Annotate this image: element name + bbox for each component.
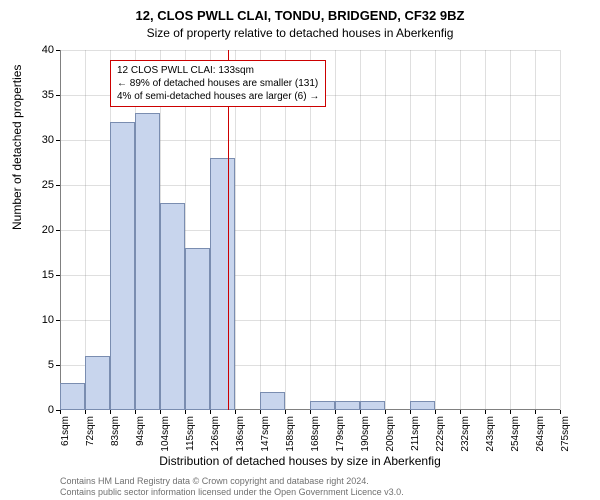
x-tick-label: 61sqm — [60, 416, 71, 446]
x-tick-label: 115sqm — [185, 416, 196, 451]
histogram-bar — [85, 356, 110, 410]
x-tick-label: 72sqm — [85, 416, 96, 446]
x-tick-label: 94sqm — [135, 416, 146, 446]
x-tick-label: 158sqm — [285, 416, 296, 452]
annotation-line1: 12 CLOS PWLL CLAI: 133sqm — [117, 64, 319, 77]
histogram-bar — [310, 401, 335, 410]
y-tick-label: 10 — [42, 314, 60, 326]
y-tick-label: 20 — [42, 224, 60, 236]
footer-line2: Contains public sector information licen… — [60, 487, 404, 498]
x-tick-label: 211sqm — [410, 416, 421, 451]
x-tick-label: 222sqm — [435, 416, 446, 452]
histogram-bar — [160, 203, 185, 410]
histogram-bar — [135, 113, 160, 410]
x-tick-label: 254sqm — [510, 416, 521, 452]
y-tick-label: 25 — [42, 179, 60, 191]
histogram-bar — [335, 401, 360, 410]
y-tick-label: 35 — [42, 89, 60, 101]
x-tick-label: 232sqm — [460, 416, 471, 452]
x-tick-label: 83sqm — [110, 416, 121, 446]
chart-title-address: 12, CLOS PWLL CLAI, TONDU, BRIDGEND, CF3… — [0, 8, 600, 23]
x-tick-label: 147sqm — [260, 416, 271, 452]
x-tick-label: 179sqm — [335, 416, 346, 452]
y-tick-label: 30 — [42, 134, 60, 146]
x-tick-label: 264sqm — [535, 416, 546, 452]
histogram-bar — [260, 392, 285, 410]
histogram-bar — [360, 401, 385, 410]
histogram-bar — [60, 383, 85, 410]
y-tick-label: 15 — [42, 269, 60, 281]
x-tick-label: 243sqm — [485, 416, 496, 452]
footer-line1: Contains HM Land Registry data © Crown c… — [60, 476, 404, 487]
histogram-plot: 051015202530354061sqm72sqm83sqm94sqm104s… — [60, 50, 560, 410]
y-tick-label: 40 — [42, 44, 60, 56]
x-axis-label: Distribution of detached houses by size … — [0, 454, 600, 468]
x-tick-label: 200sqm — [385, 416, 396, 452]
annotation-line3: 4% of semi-detached houses are larger (6… — [117, 90, 319, 103]
x-tick-label: 104sqm — [160, 416, 171, 452]
y-tick-label: 5 — [48, 359, 60, 371]
annotation-box: 12 CLOS PWLL CLAI: 133sqm← 89% of detach… — [110, 60, 326, 107]
histogram-bar — [110, 122, 135, 410]
footer-attribution: Contains HM Land Registry data © Crown c… — [60, 476, 404, 498]
x-tick-label: 168sqm — [310, 416, 321, 452]
chart-subtitle: Size of property relative to detached ho… — [0, 26, 600, 40]
histogram-bar — [185, 248, 210, 410]
x-tick-label: 136sqm — [235, 416, 246, 452]
y-tick-label: 0 — [48, 404, 60, 416]
x-tick-label: 275sqm — [560, 416, 571, 452]
x-tick-label: 126sqm — [210, 416, 221, 452]
annotation-line2: ← 89% of detached houses are smaller (13… — [117, 77, 319, 90]
x-tick-label: 190sqm — [360, 416, 371, 452]
histogram-bar — [410, 401, 435, 410]
y-axis-label: Number of detached properties — [10, 65, 24, 230]
histogram-bar — [210, 158, 235, 410]
